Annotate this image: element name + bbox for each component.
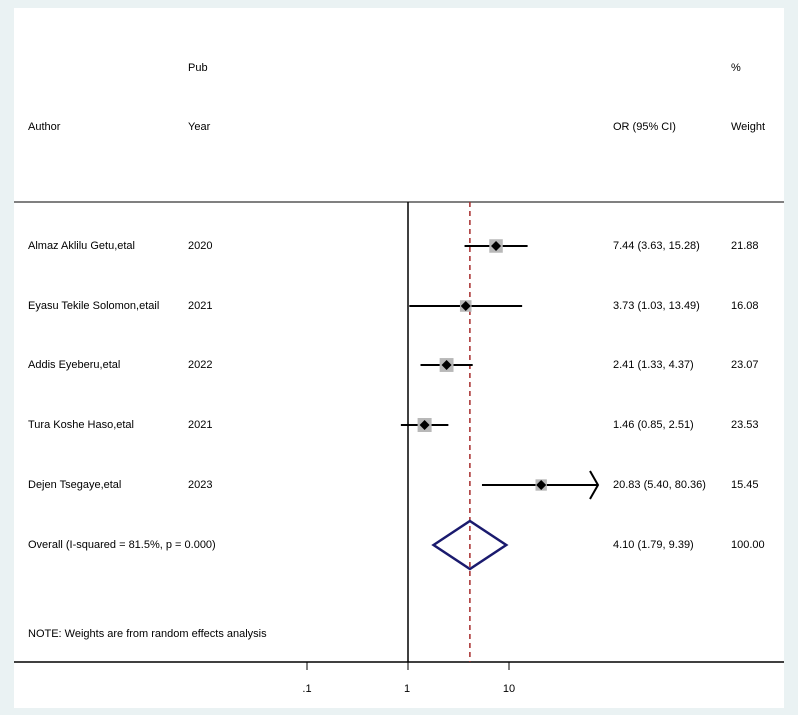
header-weight-top: % — [731, 62, 741, 74]
x-tick-label: .1 — [302, 683, 312, 695]
study-year: 2023 — [188, 479, 213, 491]
study-author: Dejen Tsegaye,etal — [28, 479, 122, 491]
study-weight: 21.88 — [731, 240, 759, 252]
header-year: Year — [188, 121, 211, 133]
study-weight: 16.08 — [731, 300, 759, 312]
study-year: 2021 — [188, 419, 213, 431]
chart-panel — [14, 8, 784, 708]
header-year-top: Pub — [188, 62, 208, 74]
overall-diamond — [431, 519, 509, 571]
overall-estimate: 4.10 (1.79, 9.39) — [613, 539, 694, 551]
study-estimate: 20.83 (5.40, 80.36) — [613, 479, 706, 491]
ci-arrow — [589, 470, 600, 500]
point-estimate — [491, 241, 502, 251]
footnote: NOTE: Weights are from random effects an… — [28, 628, 267, 640]
overall-weight: 100.00 — [731, 539, 765, 551]
study-weight: 15.45 — [731, 479, 759, 491]
x-tick-label: 1 — [403, 683, 411, 695]
study-year: 2020 — [188, 240, 213, 252]
x-tick-label: 10 — [502, 683, 516, 695]
study-author: Tura Koshe Haso,etal — [28, 419, 134, 431]
point-estimate — [536, 480, 547, 490]
study-year: 2021 — [188, 300, 213, 312]
overall-label: Overall (I-squared = 81.5%, p = 0.000) — [28, 539, 216, 551]
header-estimate: OR (95% CI) — [613, 121, 676, 133]
study-weight: 23.07 — [731, 359, 759, 371]
point-estimate — [419, 420, 430, 430]
study-estimate: 3.73 (1.03, 13.49) — [613, 300, 700, 312]
study-author: Eyasu Tekile Solomon,etail — [28, 300, 160, 312]
point-estimate — [441, 360, 452, 370]
point-estimate — [460, 301, 471, 311]
study-year: 2022 — [188, 359, 213, 371]
study-estimate: 7.44 (3.63, 15.28) — [613, 240, 700, 252]
study-estimate: 2.41 (1.33, 4.37) — [613, 359, 694, 371]
header-weight: Weight — [731, 121, 766, 133]
study-estimate: 1.46 (0.85, 2.51) — [613, 419, 694, 431]
study-author: Almaz Aklilu Getu,etal — [28, 240, 135, 252]
study-weight: 23.53 — [731, 419, 759, 431]
study-author: Addis Eyeberu,etal — [28, 359, 121, 371]
header-author: Author — [28, 121, 61, 133]
